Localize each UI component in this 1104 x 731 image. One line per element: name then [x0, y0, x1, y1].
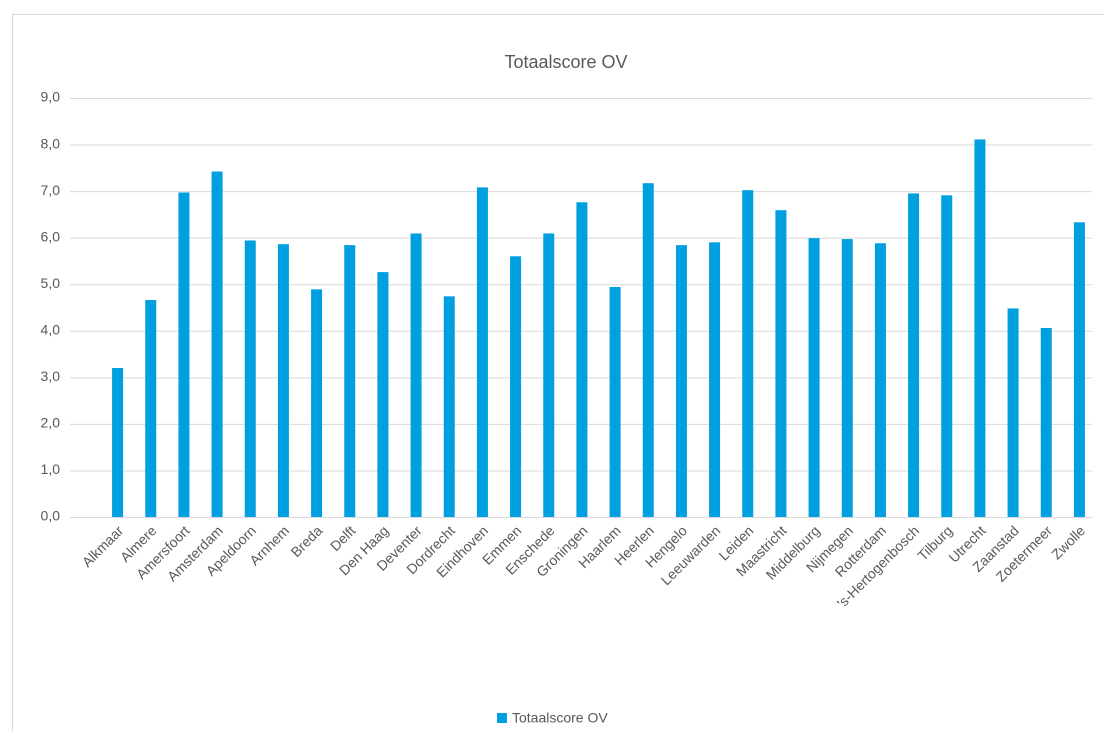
legend-swatch [497, 713, 507, 723]
bar [1040, 327, 1052, 517]
bar [642, 183, 654, 518]
bar [1073, 222, 1085, 517]
bar [410, 233, 422, 517]
bar [211, 171, 223, 517]
bar [277, 244, 289, 517]
y-tick-label: 9,0 [41, 89, 61, 105]
bar [476, 187, 488, 518]
bar [908, 193, 920, 517]
bar [377, 272, 389, 517]
chart-border [12, 14, 1104, 731]
bar [709, 242, 721, 518]
y-tick-label: 5,0 [41, 275, 61, 291]
bar [244, 240, 256, 517]
bar [1007, 308, 1019, 517]
y-tick-label: 4,0 [41, 321, 61, 337]
bar [841, 239, 853, 517]
bar [808, 238, 820, 518]
bar [443, 296, 455, 517]
bar [145, 300, 157, 517]
bar [609, 287, 621, 517]
bar [344, 245, 356, 518]
chart-title: Totaalscore OV [504, 52, 627, 72]
bar [775, 210, 787, 517]
bar [510, 256, 522, 517]
bar [874, 243, 886, 517]
legend-label: Totaalscore OV [512, 710, 608, 726]
bar [311, 289, 323, 517]
y-tick-label: 0,0 [41, 508, 61, 524]
bar [742, 190, 754, 517]
y-tick-label: 8,0 [41, 135, 61, 151]
bar [178, 192, 190, 517]
bar [974, 139, 986, 517]
bar [543, 233, 555, 517]
bar [576, 202, 588, 518]
bar [941, 195, 953, 517]
y-tick-label: 2,0 [41, 415, 61, 431]
y-tick-label: 3,0 [41, 368, 61, 384]
y-tick-label: 1,0 [41, 461, 61, 477]
bar [675, 245, 687, 518]
y-tick-label: 7,0 [41, 182, 61, 198]
bar [112, 368, 124, 517]
y-tick-label: 6,0 [41, 228, 61, 244]
